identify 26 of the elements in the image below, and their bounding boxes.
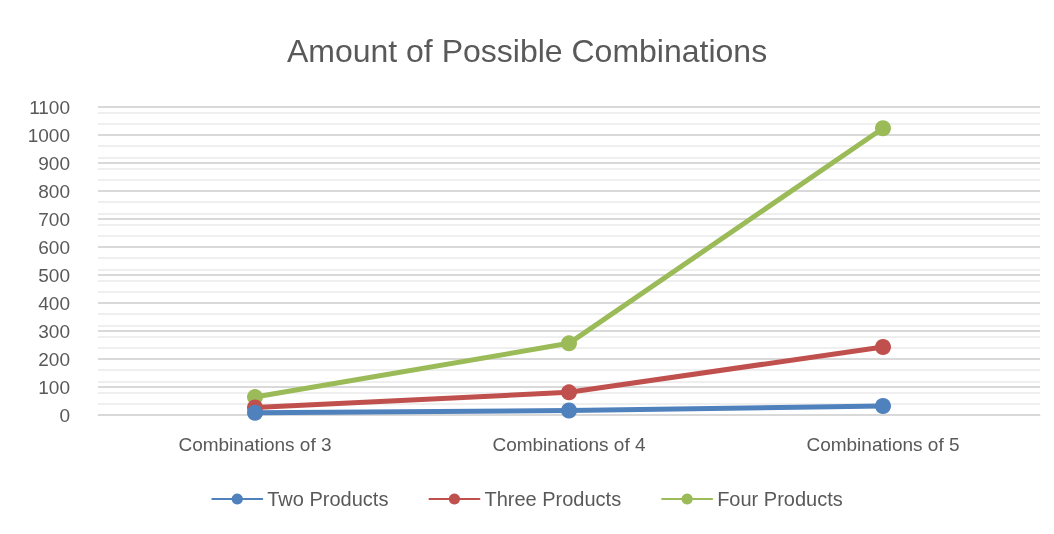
y-tick-label: 900 (38, 152, 70, 174)
point (875, 398, 891, 415)
point (561, 402, 577, 419)
point (247, 404, 263, 421)
y-tick-label: 200 (38, 348, 70, 370)
point (875, 338, 891, 355)
legend-label: Two Products (267, 488, 389, 510)
x-tick-label: Combinations of 3 (178, 434, 332, 455)
legend-label: Three Products (484, 488, 622, 510)
point (561, 384, 577, 401)
y-tick-label: 1000 (27, 124, 70, 146)
y-tick-label: 600 (38, 236, 70, 258)
x-tick-label: Combinations of 4 (492, 434, 646, 455)
y-tick-label: 100 (38, 376, 70, 398)
chart-title: Amount of Possible Combinations (286, 33, 768, 69)
y-tick-label: 700 (38, 208, 70, 230)
y-tick-label: 300 (38, 320, 70, 342)
y-tick-label: 800 (38, 180, 70, 202)
point (875, 120, 891, 137)
point (561, 335, 577, 352)
legend-label: Four Products (717, 488, 843, 510)
y-tick-label: 1100 (29, 96, 70, 118)
x-tick-label: Combinations of 5 (806, 434, 960, 455)
y-tick-label: 500 (38, 264, 70, 286)
y-tick-label: 400 (38, 292, 70, 314)
y-tick-label: 0 (59, 404, 70, 426)
